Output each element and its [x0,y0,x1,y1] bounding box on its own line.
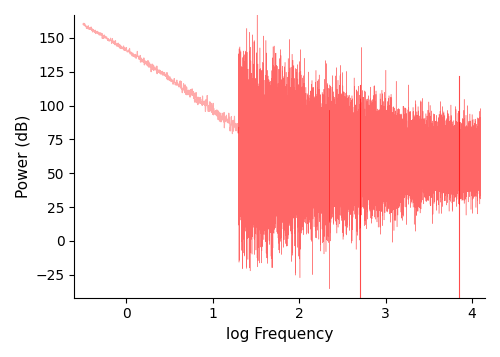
X-axis label: log Frequency: log Frequency [226,327,334,342]
Y-axis label: Power (dB): Power (dB) [15,115,30,198]
